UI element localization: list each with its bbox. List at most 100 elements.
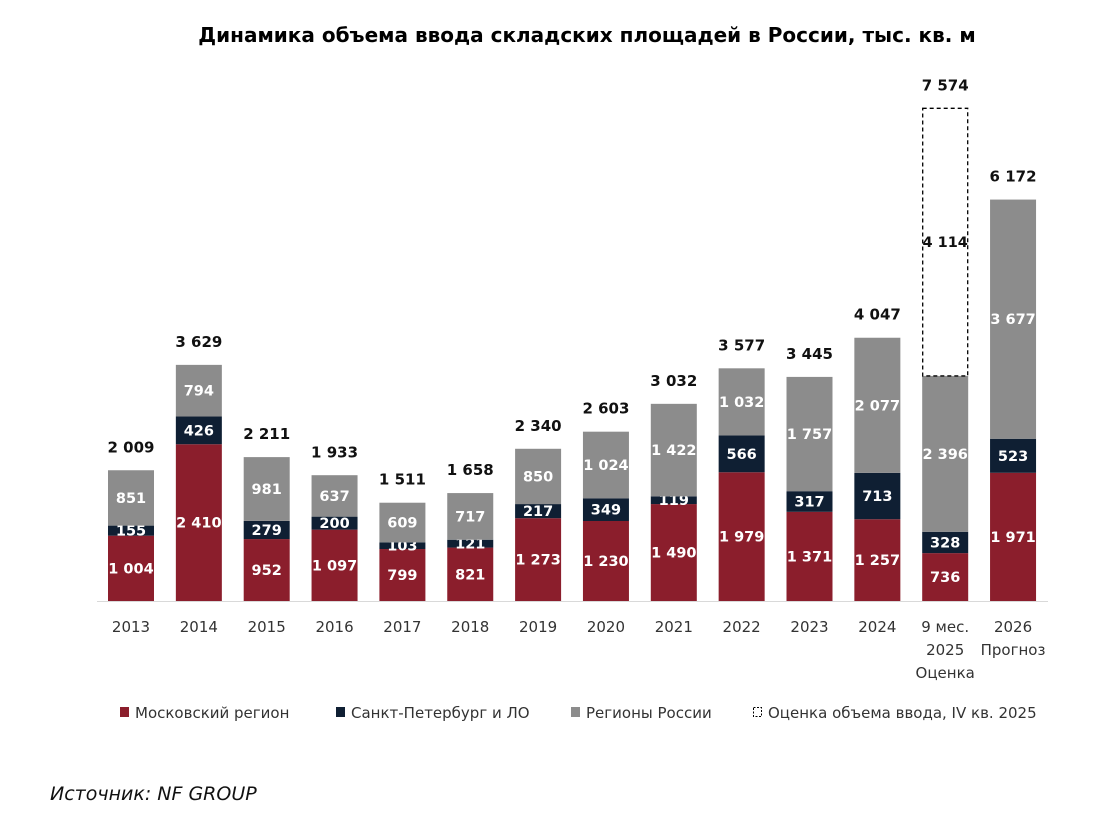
data-label: 713	[862, 489, 892, 505]
total-label: 1 658	[447, 461, 494, 479]
data-label: 1 032	[719, 395, 764, 411]
data-label: 1 757	[787, 427, 832, 443]
legend-swatch	[571, 707, 580, 717]
legend: Московский регион Санкт-Петербург и ЛО Рег…	[120, 704, 1037, 722]
legend-label: Московский регион	[135, 704, 289, 722]
bar-segment-series-0	[786, 511, 833, 601]
bar-segment-series-1	[854, 472, 901, 520]
total-label: 7 574	[922, 76, 969, 94]
x-tick-label: 2026	[994, 618, 1032, 636]
total-label: 6 172	[990, 168, 1037, 186]
chart-title: Динамика объема ввода складских площадей…	[198, 23, 975, 47]
total-label: 3 577	[718, 336, 765, 354]
total-label: 3 445	[786, 345, 833, 363]
data-label: 2 396	[922, 447, 967, 463]
bar-segment-series-0	[108, 535, 154, 601]
bar-segment-series-1	[990, 438, 1037, 473]
x-tick-label: 2016	[315, 618, 353, 636]
total-label: 1 511	[379, 471, 426, 489]
data-label: 821	[455, 567, 485, 583]
bar-segment-series-2	[175, 364, 222, 417]
bar-segment-series-2	[243, 457, 290, 521]
data-label: 1 371	[787, 549, 832, 565]
data-label: 1 273	[515, 553, 560, 569]
bar-segment-series-0	[990, 472, 1037, 601]
bar-segment-estimate	[922, 107, 969, 377]
total-label: 4 047	[854, 306, 901, 324]
bar-segment-series-2	[582, 431, 629, 499]
bar-segment-series-2	[786, 376, 833, 492]
bar-segment-series-0	[582, 520, 629, 601]
total-label: 2 340	[515, 417, 562, 435]
bar-segment-series-0	[718, 472, 765, 601]
data-label: 717	[455, 509, 485, 525]
data-label: 736	[930, 570, 960, 586]
data-label: 952	[252, 563, 282, 579]
data-label: 200	[319, 516, 349, 532]
legend-swatch	[120, 707, 129, 717]
bar-segment-series-0	[854, 519, 901, 601]
bar-segment-series-2	[379, 502, 426, 543]
data-label: 609	[387, 516, 417, 532]
data-label: 1 097	[312, 558, 357, 574]
x-tick-label: 2023	[790, 618, 828, 636]
bar-segment-series-2	[311, 475, 358, 517]
x-tick-label: 2013	[112, 618, 150, 636]
data-label: 1 422	[651, 443, 696, 459]
data-label: 4 114	[922, 235, 967, 251]
total-label: 1 933	[311, 443, 358, 461]
data-label: 1 257	[855, 553, 900, 569]
data-label: 1 230	[583, 554, 628, 570]
data-label: 119	[659, 493, 689, 509]
bar-segment-series-1	[311, 516, 358, 530]
bar-segment-series-0	[515, 518, 562, 601]
bar-segment-series-2	[447, 493, 494, 540]
data-label: 217	[523, 504, 553, 520]
data-label: 850	[523, 469, 553, 485]
bar-segment-series-1	[379, 542, 426, 550]
x-tick-label: 2020	[587, 618, 625, 636]
bar-segment-series-0	[379, 549, 426, 601]
data-label: 523	[998, 449, 1028, 465]
x-tick-label: Прогноз	[981, 641, 1046, 659]
data-label: 981	[252, 482, 282, 498]
bar-segment-series-0	[650, 504, 697, 601]
data-label: 637	[319, 489, 349, 505]
bar-segment-series-1	[718, 435, 765, 473]
x-tick-label: 9 мес.	[921, 618, 969, 636]
bar-segment-series-0	[311, 529, 358, 601]
x-tick-label: 2025	[926, 641, 964, 659]
data-label: 155	[116, 524, 146, 540]
bar-segment-series-1	[922, 531, 969, 554]
data-label: 103	[387, 539, 417, 555]
bar-segment-series-2	[650, 403, 697, 497]
legend-label: Санкт-Петербург и ЛО	[351, 704, 530, 722]
x-tick-label: 2018	[451, 618, 489, 636]
data-label: 1 979	[719, 530, 764, 546]
data-label: 2 077	[855, 398, 900, 414]
legend-swatch	[336, 707, 345, 717]
data-label: 121	[455, 537, 485, 553]
x-tick-label: 2017	[383, 618, 421, 636]
legend-swatch-estimate	[753, 707, 762, 717]
x-tick-label: 2024	[858, 618, 896, 636]
bar-segment-series-1	[515, 504, 562, 519]
data-label: 426	[184, 423, 214, 439]
bar-segment-series-1	[650, 496, 697, 505]
bar-segment-series-1	[108, 525, 154, 536]
legend-label: Регионы России	[586, 704, 712, 722]
bar-segment-series-2	[990, 199, 1037, 439]
data-label: 851	[116, 491, 146, 507]
x-tick-labels: 2013 2014 2015 2016 2017 2018 2019 2020 2021 2022…	[112, 618, 1046, 682]
source-note: Источник: NF GROUP	[50, 783, 257, 805]
bar-segment-series-2	[108, 470, 154, 526]
data-label: 1 971	[990, 530, 1035, 546]
bar-segment-series-2	[854, 337, 901, 473]
bar-segment-series-0	[243, 539, 290, 601]
data-label: 1 004	[108, 561, 153, 577]
legend-label: Оценка объема ввода, IV кв. 2025	[768, 704, 1037, 722]
data-label: 794	[184, 384, 214, 400]
total-label: 2 009	[108, 438, 155, 456]
bar-segment-series-0	[175, 444, 222, 601]
x-tick-label: 2014	[180, 618, 218, 636]
